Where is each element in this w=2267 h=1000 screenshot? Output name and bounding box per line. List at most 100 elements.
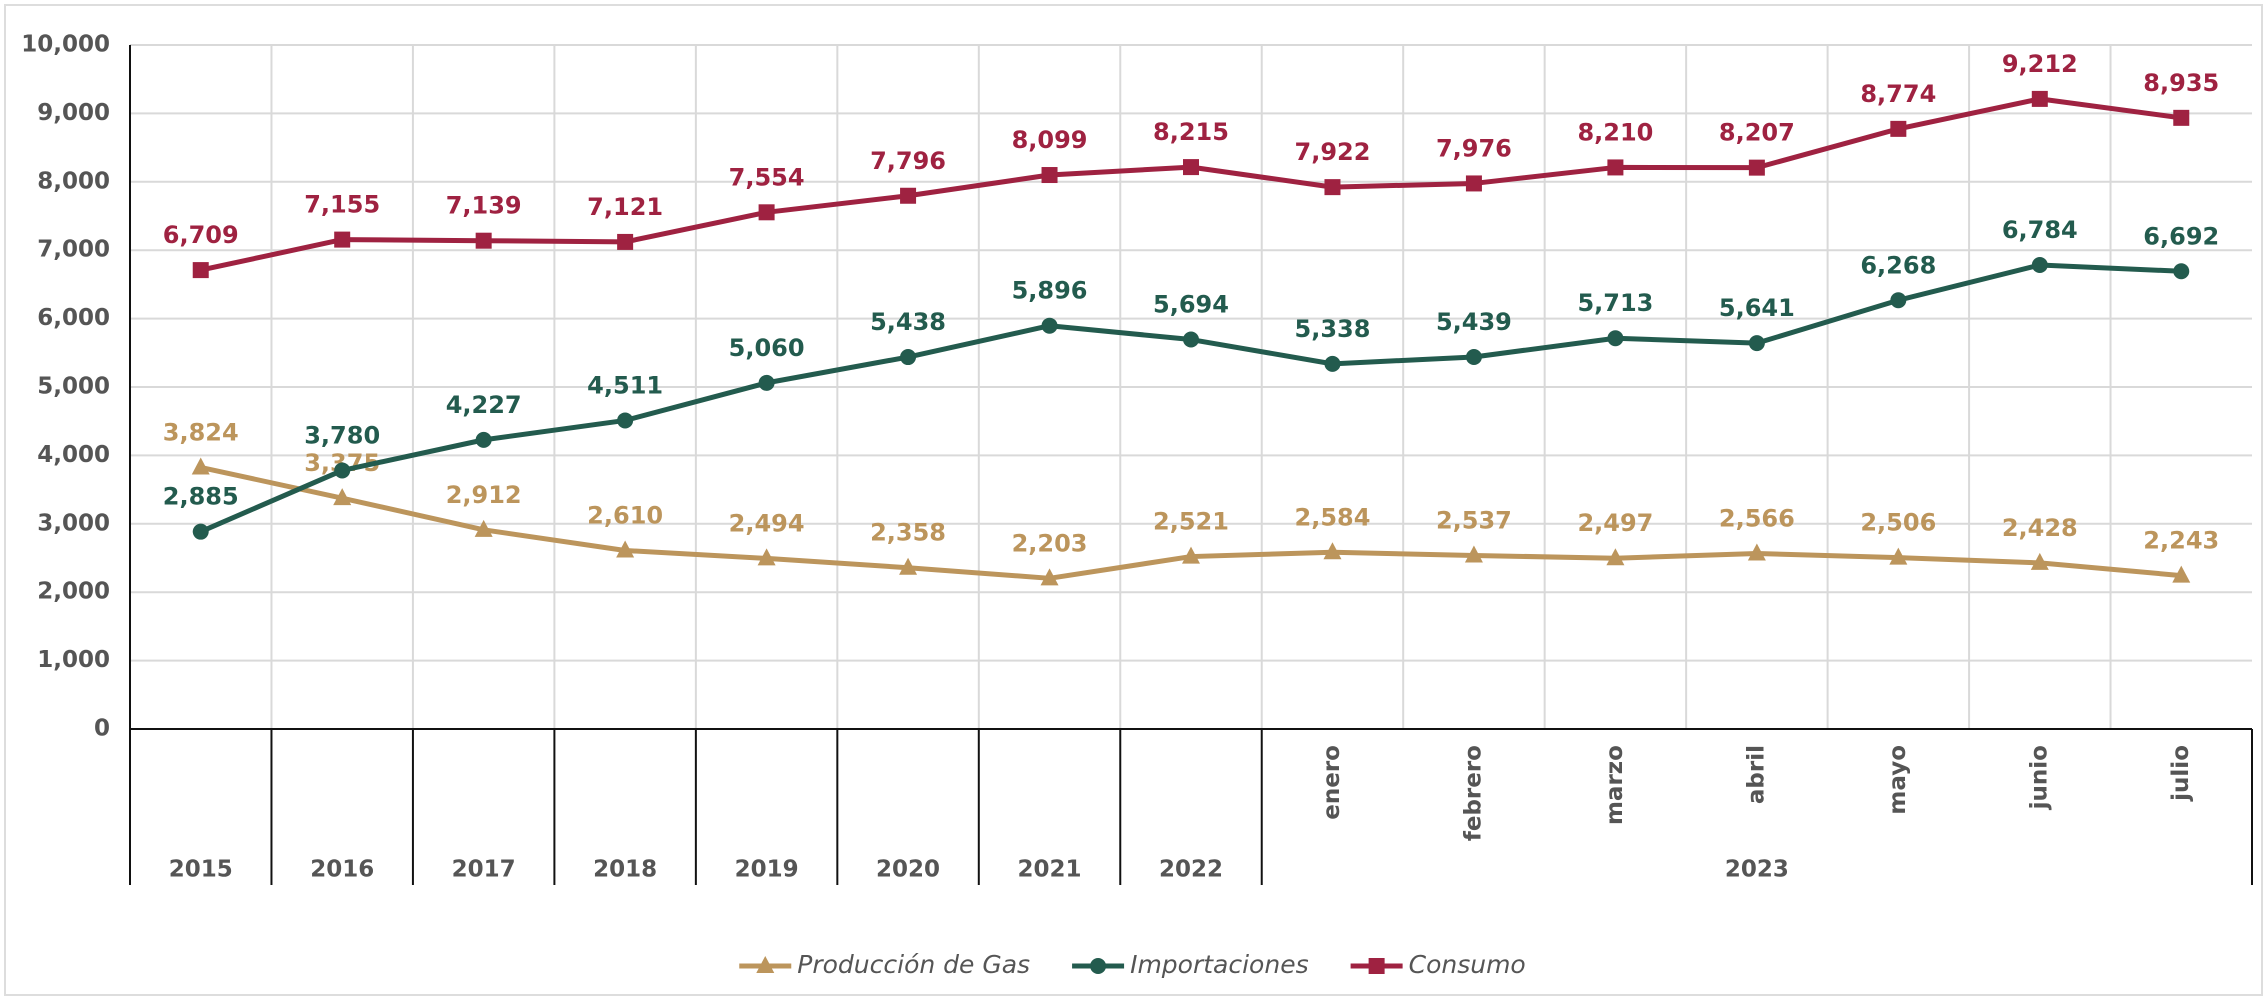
- data-point: [1606, 548, 1625, 566]
- data-point: [758, 204, 775, 221]
- data-label: 2,584: [1295, 503, 1371, 531]
- data-label: 6,784: [2002, 216, 2078, 244]
- data-label: 8,099: [1012, 126, 1088, 154]
- data-label: 7,155: [304, 191, 380, 219]
- data-point: [2173, 263, 2190, 280]
- data-point: [1607, 330, 1624, 347]
- data-label: 7,121: [587, 193, 663, 221]
- x-tick-label: marzo: [1602, 745, 1628, 825]
- x-tick-label: junio: [2026, 745, 2052, 810]
- data-point: [333, 488, 352, 506]
- data-point: [617, 412, 634, 429]
- data-point: [1464, 545, 1483, 563]
- data-point: [1748, 335, 1765, 352]
- x-tick-label: 2021: [1018, 857, 1082, 883]
- x-tick-label: 2018: [593, 857, 657, 883]
- data-point: [1183, 159, 1199, 176]
- data-point: [192, 523, 209, 540]
- data-label: 2,610: [587, 501, 663, 529]
- data-point: [617, 233, 634, 250]
- data-label: 2,428: [2002, 514, 2078, 542]
- data-label: 7,139: [446, 192, 522, 220]
- data-point: [2030, 552, 2049, 570]
- data-point: [2172, 565, 2191, 583]
- data-label: 5,641: [1719, 294, 1795, 322]
- legend-marker: [1368, 958, 1385, 974]
- legend-marker: [756, 956, 775, 973]
- data-label: 7,554: [729, 163, 805, 191]
- x-tick-label: 2016: [310, 857, 374, 883]
- data-point: [2173, 109, 2190, 126]
- data-label: 5,896: [1012, 277, 1088, 305]
- data-point: [2031, 90, 2048, 107]
- data-point: [757, 548, 776, 566]
- data-point: [192, 262, 209, 279]
- data-label: 5,694: [1153, 291, 1229, 319]
- data-label: 7,976: [1436, 134, 1512, 162]
- legend-label: Importaciones: [1130, 950, 1309, 979]
- data-label: 6,268: [1860, 251, 1936, 279]
- data-label: 5,713: [1577, 289, 1653, 317]
- data-point: [1747, 543, 1766, 561]
- data-label: 6,709: [163, 221, 239, 249]
- data-point: [1890, 292, 1907, 309]
- data-label: 2,885: [163, 483, 239, 511]
- data-label: 5,439: [1436, 308, 1512, 336]
- data-point: [334, 231, 351, 248]
- y-tick-label: 7,000: [37, 237, 110, 263]
- data-point: [475, 431, 492, 448]
- data-point: [1040, 568, 1059, 586]
- y-tick-label: 8,000: [37, 168, 110, 194]
- data-label: 9,212: [2002, 50, 2078, 78]
- x-tick-label: 2020: [876, 857, 940, 883]
- x-tick-label: abril: [1743, 745, 1769, 804]
- y-tick-label: 9,000: [37, 100, 110, 126]
- legend-label: Producción de Gas: [797, 950, 1030, 979]
- data-label: 2,358: [870, 519, 946, 547]
- x-tick-label: 2022: [1159, 857, 1223, 883]
- data-label: 7,796: [870, 147, 946, 175]
- data-label: 2,537: [1436, 506, 1512, 534]
- data-label: 2,203: [1012, 529, 1088, 557]
- data-point: [900, 187, 917, 204]
- data-label: 7,922: [1295, 138, 1371, 166]
- x-tick-label: mayo: [1885, 745, 1911, 815]
- y-tick-label: 1,000: [37, 647, 110, 673]
- x-tick-label: 2019: [735, 857, 799, 883]
- x-tick-label: enero: [1319, 745, 1345, 820]
- data-label: 4,511: [587, 371, 663, 399]
- data-point: [1465, 348, 1482, 365]
- data-point: [900, 349, 917, 366]
- data-point: [616, 540, 635, 558]
- data-label: 6,692: [2143, 222, 2219, 250]
- data-label: 8,207: [1719, 119, 1795, 147]
- legend-label: Consumo: [1409, 950, 1526, 979]
- data-point: [1465, 175, 1482, 192]
- x-tick-label: febrero: [1460, 745, 1486, 841]
- x-tick-label: julio: [2168, 745, 2194, 802]
- data-point: [1748, 159, 1765, 176]
- data-point: [1889, 547, 1908, 565]
- data-point: [1182, 546, 1200, 564]
- data-point: [191, 457, 210, 475]
- y-tick-label: 10,000: [21, 32, 110, 58]
- data-label: 3,780: [304, 421, 380, 449]
- data-point: [1324, 179, 1341, 196]
- data-point: [1183, 331, 1199, 348]
- data-label: 5,338: [1295, 315, 1371, 343]
- data-point: [475, 232, 492, 249]
- data-label: 2,497: [1577, 509, 1653, 537]
- data-point: [1041, 317, 1058, 334]
- y-tick-label: 0: [94, 716, 110, 742]
- data-label: 2,521: [1153, 508, 1229, 536]
- data-point: [1041, 167, 1058, 184]
- category-group-label: 2023: [1725, 857, 1789, 883]
- x-tick-label: 2015: [169, 857, 233, 883]
- data-label: 8,210: [1577, 118, 1653, 146]
- data-label: 8,935: [2143, 69, 2219, 97]
- data-point: [1323, 542, 1342, 560]
- y-tick-label: 2,000: [37, 579, 110, 605]
- data-label: 3,824: [163, 418, 239, 446]
